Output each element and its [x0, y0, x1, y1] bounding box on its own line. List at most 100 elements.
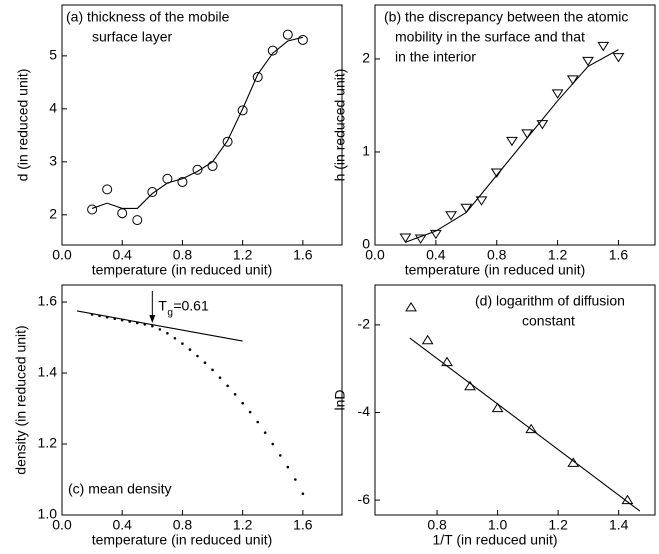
data-point — [597, 41, 610, 52]
y-axis-title: h (in reduced unit) — [332, 69, 348, 182]
data-point — [162, 173, 173, 184]
data-point — [192, 164, 203, 175]
x-tick-label: 1.4 — [609, 517, 629, 533]
x-tick-label: 0.8 — [487, 247, 507, 263]
data-point — [301, 492, 305, 496]
data-point — [147, 187, 158, 198]
y-tick-label: 2 — [49, 206, 57, 222]
data-point — [87, 204, 98, 215]
data-point — [151, 324, 154, 328]
data-point — [102, 184, 113, 195]
y-axis-title: lnD — [332, 389, 348, 410]
x-tick-label: 0.8 — [427, 517, 447, 533]
data-point — [252, 72, 263, 83]
y-tick-label: 1.6 — [38, 293, 58, 309]
data-point — [105, 315, 109, 319]
fit-line — [91, 36, 303, 209]
y-axis-title: d (in reduced unit) — [15, 69, 31, 182]
data-point — [521, 129, 534, 139]
y-tick-label: -6 — [358, 491, 371, 507]
x-tick-label: 1.2 — [233, 247, 253, 263]
data-point — [166, 331, 169, 335]
y-tick-label: 1.2 — [38, 435, 58, 451]
data-point — [248, 410, 252, 414]
x-tick-label: 0.4 — [426, 247, 446, 263]
x-tick-label: 1.2 — [548, 247, 568, 263]
y-axis-title: density (in reduced unit) — [13, 325, 29, 474]
annotation-subscript: g — [167, 308, 173, 319]
x-axis-title: temperature (in reduced unit) — [92, 532, 273, 548]
data-point — [226, 384, 229, 388]
panel-title: mobility in the surface and that — [395, 29, 585, 45]
data-point — [135, 321, 139, 325]
y-tick-label: 5 — [49, 47, 57, 63]
data-point — [98, 314, 101, 318]
plot-frame — [374, 284, 656, 516]
data-point — [267, 45, 278, 56]
y-tick-label: 1.0 — [38, 506, 58, 522]
data-point — [621, 494, 634, 505]
data-point — [441, 356, 453, 367]
panel-title: (c) mean density — [68, 481, 171, 497]
fit-line — [76, 310, 243, 342]
data-point — [491, 402, 504, 413]
data-point — [490, 168, 503, 178]
data-point — [567, 457, 580, 467]
x-tick-label: 0.0 — [365, 247, 385, 263]
plot-frame — [374, 4, 656, 246]
data-point — [256, 420, 259, 424]
data-point — [218, 376, 222, 379]
panel-title: (a) thickness of the mobile — [66, 9, 230, 25]
y-tick-label: 4 — [49, 100, 57, 116]
data-point — [233, 393, 237, 396]
x-tick-label: 1.0 — [488, 517, 508, 533]
x-axis-title: temperature (in reduced unit) — [92, 262, 273, 278]
data-point — [399, 233, 412, 244]
data-point — [612, 53, 625, 63]
data-point — [282, 29, 293, 40]
data-point — [222, 136, 233, 147]
data-point — [177, 176, 188, 187]
data-point — [271, 442, 275, 446]
x-tick-label: 0.0 — [52, 517, 72, 533]
x-tick-label: 0.4 — [112, 517, 132, 533]
data-point — [203, 361, 207, 365]
data-point — [188, 348, 192, 351]
data-point — [181, 342, 184, 345]
data-point — [286, 465, 290, 469]
data-point — [525, 423, 538, 434]
data-point — [263, 431, 267, 434]
data-point — [128, 320, 132, 323]
data-point — [405, 301, 417, 312]
data-point — [536, 120, 549, 130]
data-point — [414, 234, 427, 244]
plot-frame — [61, 284, 343, 516]
data-point — [196, 354, 199, 358]
fit-line — [409, 337, 641, 512]
x-tick-label: 0.0 — [52, 247, 72, 263]
data-point — [421, 334, 434, 345]
panel-title: in the interior — [395, 49, 476, 65]
annotation-text: =0.61 — [173, 298, 209, 314]
x-tick-label: 1.6 — [293, 247, 313, 263]
annotation-text: T — [158, 298, 167, 314]
data-point — [566, 75, 579, 85]
data-point — [158, 328, 162, 331]
data-point — [173, 336, 177, 340]
data-point — [551, 89, 564, 99]
panel-title: (b) the discrepancy between the atomic — [384, 9, 628, 25]
data-point — [445, 211, 457, 221]
y-tick-label: 3 — [49, 153, 57, 169]
y-tick-label: 1 — [362, 143, 370, 159]
data-point — [241, 401, 244, 405]
x-axis-title: 1/T (in reduced unit) — [432, 532, 557, 548]
data-point — [211, 368, 214, 372]
x-tick-label: 0.8 — [173, 247, 193, 263]
panel-title: surface layer — [92, 29, 172, 45]
data-point — [237, 105, 248, 116]
y-tick-label: 2 — [362, 50, 370, 66]
x-tick-label: 0.4 — [112, 247, 132, 263]
data-point — [278, 454, 282, 457]
data-point — [429, 229, 442, 240]
